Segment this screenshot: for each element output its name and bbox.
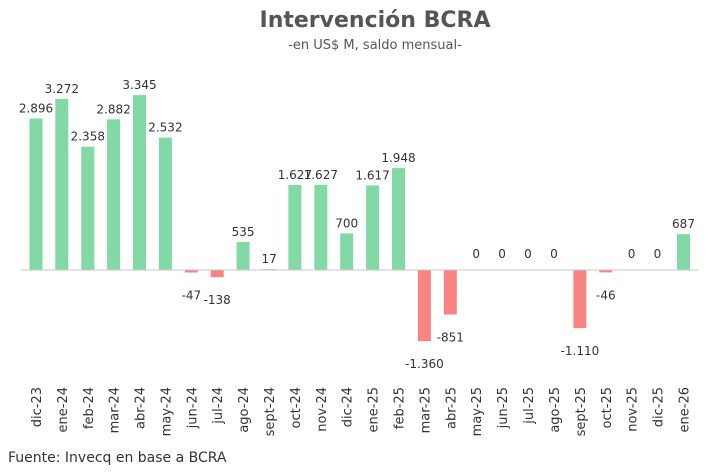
data-label-ago-25: 0 [550,247,558,261]
data-label-jun-25: 0 [498,247,506,261]
bar-abr-25 [443,270,457,315]
bar-dic-23 [29,118,43,270]
data-label-jun-24: -47 [181,289,201,303]
chart-title: Intervención BCRA [260,8,491,33]
bar-ene-24 [55,98,69,271]
bar-ene-25 [366,185,380,270]
data-label-oct-25: -46 [596,288,616,302]
x-tick-ene-26: ene-26 [678,387,693,432]
data-label-sept-24: 17 [261,252,276,266]
x-tick-dic-24: dic-24 [341,387,356,427]
x-tick-nov-25: nov-25 [626,387,641,432]
bar-jul-24 [210,270,224,278]
x-tick-feb-24: feb-24 [82,387,97,429]
data-label-feb-24: 2.358 [71,130,105,144]
bar-ene-26 [677,234,690,270]
x-axis-ticks-group: dic-23 ene-24 feb-24 mar-24 abr-24 may-24 jun-… [30,387,693,436]
source-note: Fuente: Invecq en base a BCRA [8,450,227,466]
x-tick-feb-25: feb-25 [393,387,408,429]
x-tick-ago-24: ago-24 [237,387,252,433]
x-tick-may-25: may-25 [470,387,485,436]
data-label-dic-24: 700 [335,216,358,230]
data-label-ene-24: 3.272 [45,82,79,96]
bar-mar-25 [417,270,431,342]
bar-abr-24 [133,95,146,270]
data-label-ene-25: 1.617 [355,168,389,182]
data-label-jul-24: -138 [204,293,231,307]
bar-jun-24 [184,270,198,273]
x-tick-dic-25: dic-25 [652,387,667,427]
data-label-sept-25: -1.110 [561,344,600,358]
bar-feb-25 [392,168,405,270]
data-label-may-24: 2.532 [148,121,182,135]
x-tick-oct-24: oct-24 [289,387,304,428]
bar-feb-24 [81,146,95,270]
x-tick-ene-25: ene-25 [367,387,382,432]
chart-subtitle: -en US$ M, saldo mensual- [288,38,462,53]
data-label-nov-25: 0 [628,247,636,261]
x-tick-abr-25: abr-25 [444,387,459,429]
data-label-ago-24: 535 [232,225,255,239]
bar-dic-24 [340,233,354,270]
bar-may-24 [158,137,172,270]
x-tick-jul-24: jul-24 [211,387,226,425]
x-tick-mar-24: mar-24 [108,387,123,433]
x-tick-jun-24: jun-24 [185,387,200,429]
x-tick-sept-25: sept-25 [574,387,589,436]
x-tick-ago-25: ago-25 [548,387,563,433]
x-tick-mar-25: mar-25 [418,387,433,433]
x-tick-ene-24: ene-24 [56,387,71,432]
data-label-mar-24: 2.882 [96,102,130,116]
x-tick-jun-25: jun-25 [496,387,511,429]
x-tick-abr-24: abr-24 [134,387,149,429]
data-label-nov-24: 1.627 [304,168,338,182]
data-labels-group: 2.896 3.272 2.358 2.882 3.345 2.532 -47 -138 535… [19,78,695,371]
bar-mar-24 [107,119,121,270]
data-label-jul-25: 0 [524,247,532,261]
bar-oct-24 [288,184,302,270]
x-tick-nov-24: nov-24 [315,387,330,432]
x-tick-sept-24: sept-24 [263,387,278,436]
data-label-dic-25: 0 [654,247,662,261]
x-tick-dic-23: dic-23 [30,387,45,427]
data-label-abr-24: 3.345 [122,78,156,92]
data-label-oct-24: 1.627 [278,168,312,182]
data-label-feb-25: 1.948 [381,151,415,165]
bar-ago-24 [236,242,250,270]
x-tick-oct-25: oct-25 [600,387,615,428]
data-label-mar-25: -1.360 [405,357,444,371]
x-tick-jul-25: jul-25 [522,387,537,425]
data-label-abr-25: -851 [437,331,464,345]
x-tick-may-24: may-24 [159,387,174,436]
bar-nov-24 [314,184,328,270]
bar-oct-25 [599,270,613,273]
bar-sept-25 [573,270,587,329]
data-label-ene-26: 687 [672,217,695,231]
data-label-may-25: 0 [472,247,480,261]
data-label-dic-23: 2.896 [19,102,53,116]
bars-group [29,95,690,342]
